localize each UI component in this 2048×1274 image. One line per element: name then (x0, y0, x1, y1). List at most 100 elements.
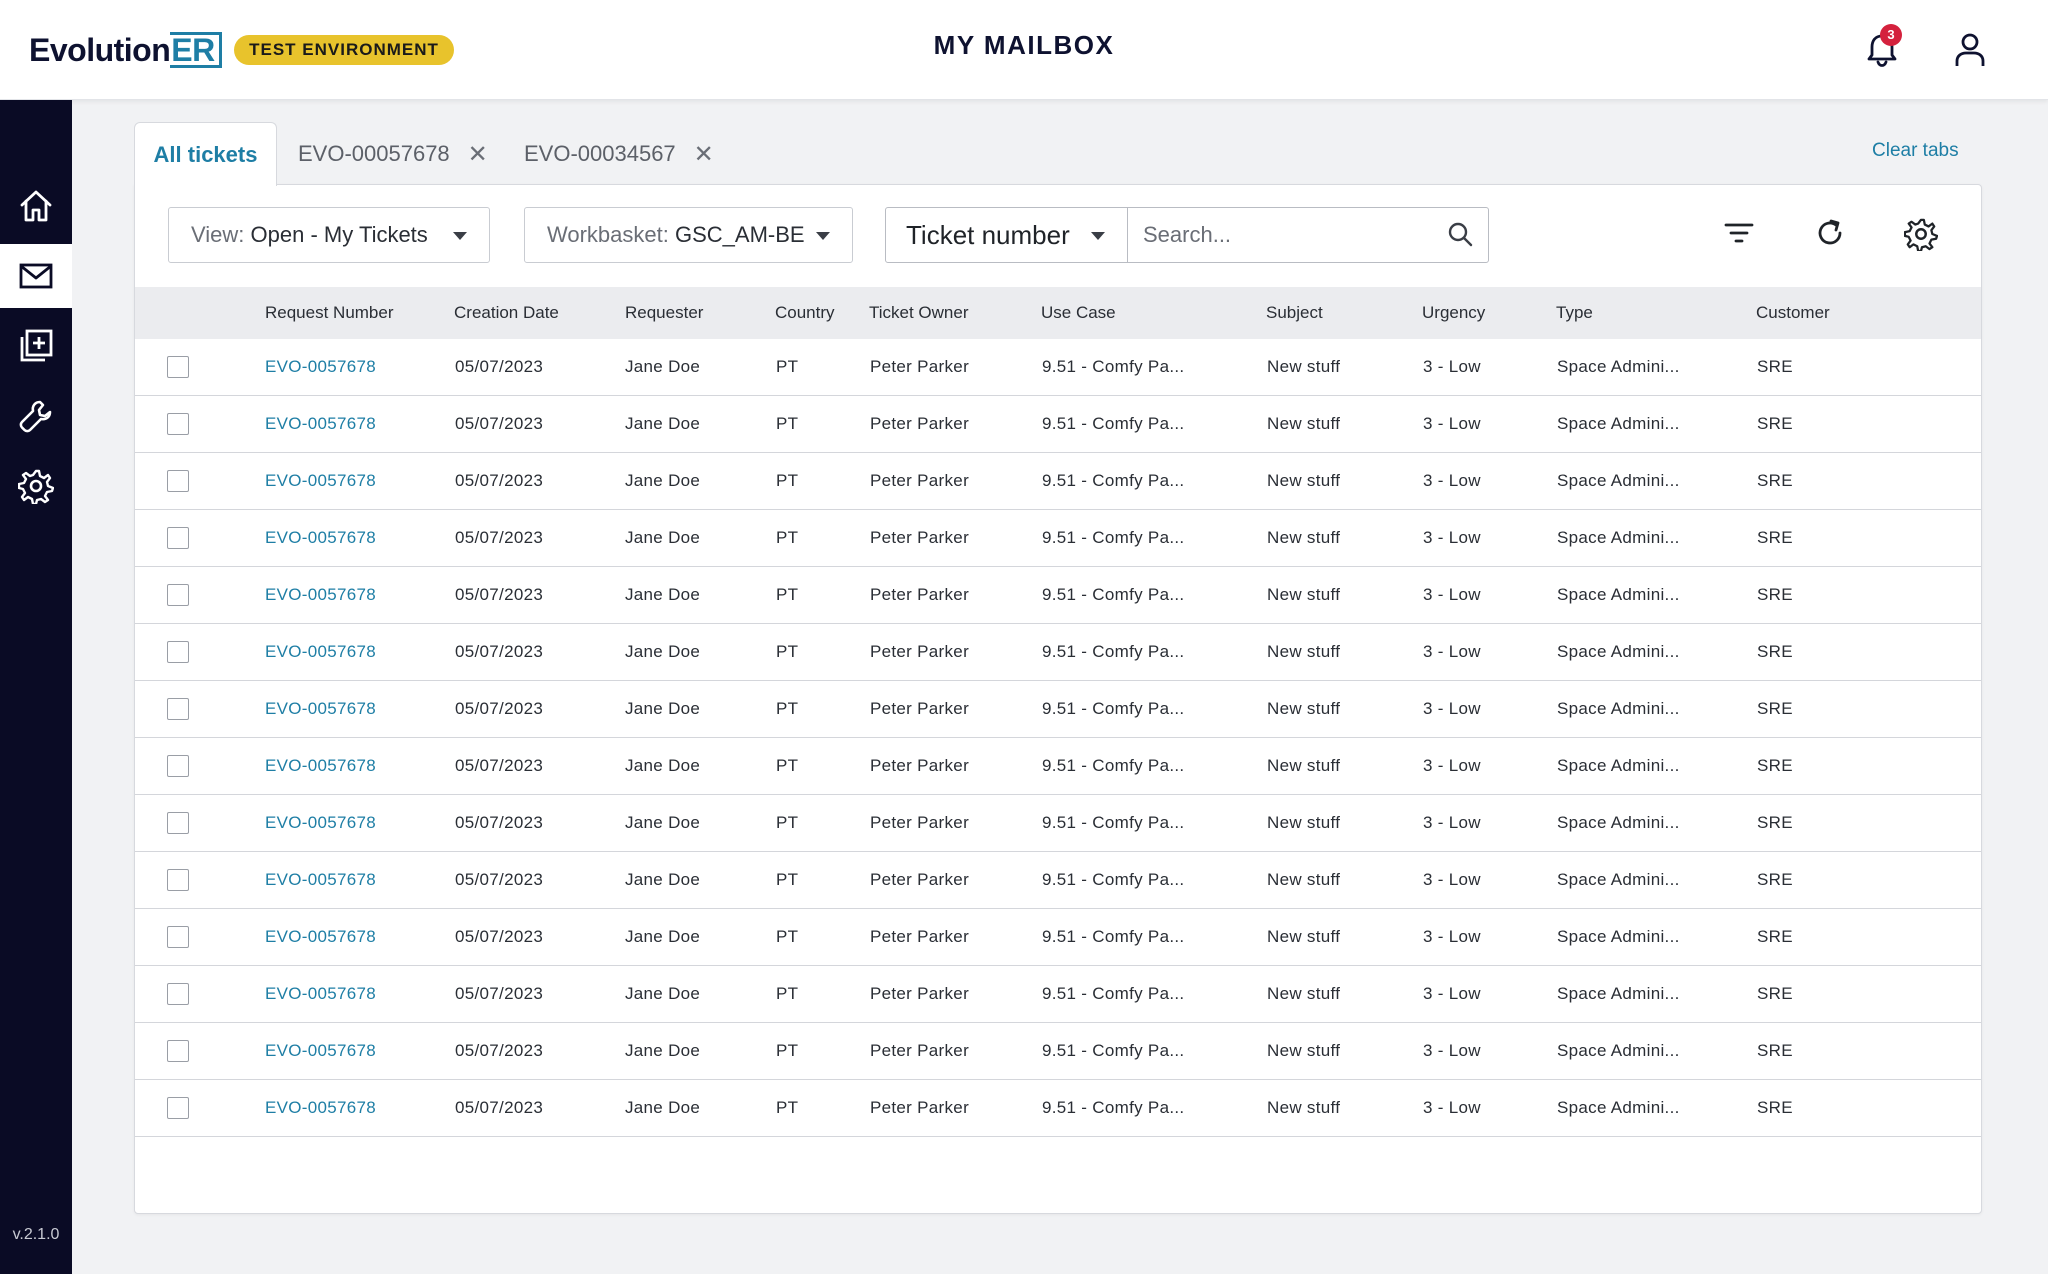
table-cell: PT (776, 927, 799, 946)
column-header[interactable]: Requester (625, 303, 704, 322)
table-cell: 3 - Low (1423, 699, 1481, 718)
request-number-link[interactable]: EVO-0057678 (265, 471, 377, 490)
search-input[interactable] (1129, 208, 1429, 262)
row-checkbox[interactable] (167, 869, 189, 891)
row-checkbox[interactable] (167, 1097, 189, 1119)
table-cell: Peter Parker (870, 1098, 970, 1117)
table-cell: Space Admini... (1557, 1098, 1680, 1117)
clear-tabs-link[interactable]: Clear tabs (1872, 140, 1959, 161)
table-row[interactable]: EVO-0057678 05/07/2023 Jane Doe PT Peter Par… (135, 567, 1981, 624)
row-checkbox[interactable] (167, 470, 189, 492)
close-icon[interactable]: ✕ (693, 140, 714, 168)
table-cell: 3 - Low (1423, 528, 1481, 547)
table-cell: 3 - Low (1423, 984, 1481, 1003)
request-number-link[interactable]: EVO-0057678 (265, 870, 377, 889)
request-number-link[interactable]: EVO-0057678 (265, 414, 377, 433)
row-checkbox[interactable] (167, 584, 189, 606)
row-checkbox[interactable] (167, 698, 189, 720)
table-cell: Jane Doe (625, 699, 701, 718)
row-checkbox[interactable] (167, 812, 189, 834)
table-cell: Space Admini... (1557, 471, 1680, 490)
column-header[interactable]: Creation Date (454, 303, 559, 322)
app-logo[interactable]: Evolution ER (29, 30, 222, 70)
request-number-link[interactable]: EVO-0057678 (265, 927, 377, 946)
request-number-link[interactable]: EVO-0057678 (265, 699, 377, 718)
request-number-link[interactable]: EVO-0057678 (265, 642, 377, 661)
view-dropdown[interactable]: View: Open - My Tickets (168, 207, 490, 263)
sidebar-item-tools[interactable] (0, 384, 72, 448)
table-row[interactable]: EVO-0057678 05/07/2023 Jane Doe PT Peter Par… (135, 339, 1981, 396)
request-number-link[interactable]: EVO-0057678 (265, 813, 377, 832)
sidebar-item-new-ticket[interactable] (0, 314, 72, 378)
refresh-icon[interactable] (1814, 217, 1846, 249)
request-number-link[interactable]: EVO-0057678 (265, 756, 377, 775)
user-profile-button[interactable] (1950, 30, 1990, 70)
table-row[interactable]: EVO-0057678 05/07/2023 Jane Doe PT Peter Par… (135, 624, 1981, 681)
table-cell: New stuff (1267, 870, 1341, 889)
table-cell: 05/07/2023 (455, 984, 544, 1003)
tab-ticket[interactable]: EVO-00057678 ✕ (298, 132, 488, 176)
sidebar-item-mailbox[interactable] (0, 244, 72, 308)
request-number-link[interactable]: EVO-0057678 (265, 984, 377, 1003)
table-cell: 9.51 - Comfy Pa... (1042, 984, 1185, 1003)
column-header[interactable]: Subject (1266, 303, 1323, 322)
table-row[interactable]: EVO-0057678 05/07/2023 Jane Doe PT Peter Par… (135, 453, 1981, 510)
table-row[interactable]: EVO-0057678 05/07/2023 Jane Doe PT Peter Par… (135, 852, 1981, 909)
table-row[interactable]: EVO-0057678 05/07/2023 Jane Doe PT Peter Par… (135, 1080, 1981, 1137)
table-row[interactable]: EVO-0057678 05/07/2023 Jane Doe PT Peter Par… (135, 795, 1981, 852)
gear-icon[interactable] (1904, 217, 1938, 251)
column-header[interactable]: Type (1556, 303, 1593, 322)
table-row[interactable]: EVO-0057678 05/07/2023 Jane Doe PT Peter Par… (135, 966, 1981, 1023)
table-row[interactable]: EVO-0057678 05/07/2023 Jane Doe PT Peter Par… (135, 510, 1981, 567)
request-number-link[interactable]: EVO-0057678 (265, 528, 377, 547)
table-cell: New stuff (1267, 357, 1341, 376)
row-checkbox[interactable] (167, 1040, 189, 1062)
request-number-link[interactable]: EVO-0057678 (265, 1041, 377, 1060)
logo-text: Evolution (29, 31, 171, 68)
column-header[interactable]: Urgency (1422, 303, 1486, 322)
row-checkbox[interactable] (167, 356, 189, 378)
table-row[interactable]: EVO-0057678 05/07/2023 Jane Doe PT Peter Par… (135, 1023, 1981, 1080)
search-icon[interactable] (1447, 221, 1473, 247)
request-number-link[interactable]: EVO-0057678 (265, 585, 377, 604)
tab-label: EVO-00034567 (524, 141, 676, 166)
row-checkbox[interactable] (167, 641, 189, 663)
column-header[interactable]: Customer (1756, 303, 1830, 322)
table-row[interactable]: EVO-0057678 05/07/2023 Jane Doe PT Peter Par… (135, 681, 1981, 738)
table-cell: 05/07/2023 (455, 1041, 544, 1060)
sidebar-item-home[interactable] (0, 174, 72, 238)
request-number-link[interactable]: EVO-0057678 (265, 1098, 377, 1117)
table-cell: Peter Parker (870, 699, 970, 718)
table-cell: New stuff (1267, 414, 1341, 433)
table-cell: SRE (1757, 699, 1793, 718)
workbasket-dropdown[interactable]: Workbasket: GSC_AM-BE (524, 207, 853, 263)
tab-ticket[interactable]: EVO-00034567 ✕ (524, 132, 714, 176)
tab-all-tickets[interactable]: All tickets (134, 122, 277, 186)
row-checkbox[interactable] (167, 413, 189, 435)
table-cell: 05/07/2023 (455, 471, 544, 490)
column-header[interactable]: Use Case (1041, 303, 1116, 322)
table-cell: 05/07/2023 (455, 357, 544, 376)
table-cell: 9.51 - Comfy Pa... (1042, 585, 1185, 604)
filter-icon[interactable] (1723, 217, 1755, 249)
search-type-dropdown[interactable]: Ticket number (886, 208, 1128, 262)
table-row[interactable]: EVO-0057678 05/07/2023 Jane Doe PT Peter Par… (135, 396, 1981, 453)
row-checkbox[interactable] (167, 983, 189, 1005)
column-header[interactable]: Country (775, 303, 835, 322)
request-number-link[interactable]: EVO-0057678 (265, 357, 377, 376)
table-row[interactable]: EVO-0057678 05/07/2023 Jane Doe PT Peter Par… (135, 909, 1981, 966)
table-row[interactable]: EVO-0057678 05/07/2023 Jane Doe PT Peter Par… (135, 738, 1981, 795)
row-checkbox[interactable] (167, 527, 189, 549)
column-header[interactable]: Request Number (265, 303, 394, 322)
table-cell: New stuff (1267, 642, 1341, 661)
table-cell: 05/07/2023 (455, 642, 544, 661)
row-checkbox[interactable] (167, 926, 189, 948)
table-cell: Space Admini... (1557, 927, 1680, 946)
table-cell: Space Admini... (1557, 357, 1680, 376)
row-checkbox[interactable] (167, 755, 189, 777)
table-cell: Jane Doe (625, 1041, 701, 1060)
close-icon[interactable]: ✕ (467, 140, 488, 168)
column-header[interactable]: Ticket Owner (869, 303, 969, 322)
sidebar-item-settings[interactable] (0, 454, 72, 518)
table-cell: SRE (1757, 357, 1793, 376)
